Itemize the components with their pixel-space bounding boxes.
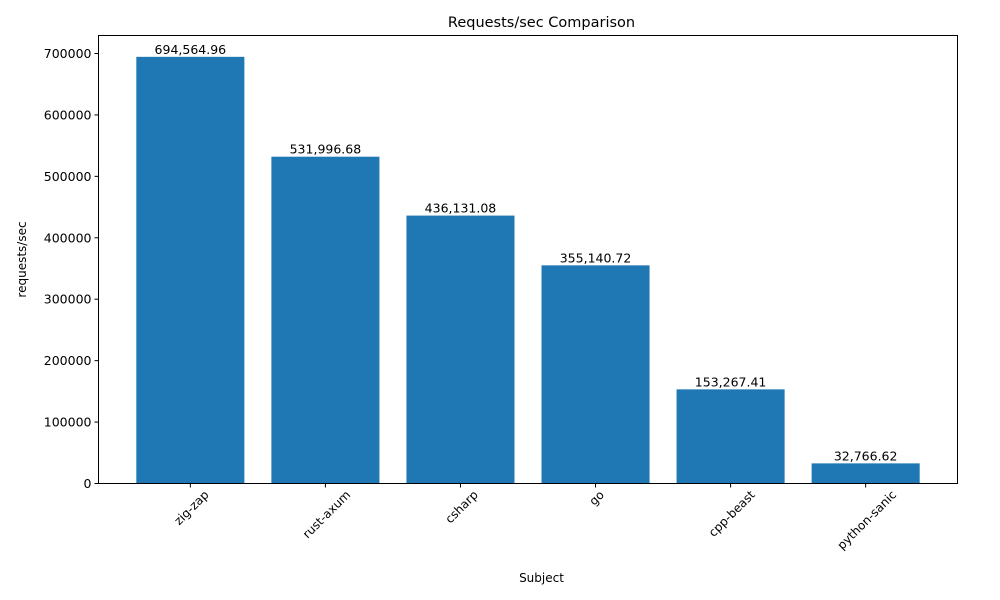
x-tick-label: zig-zap bbox=[171, 488, 211, 528]
bar-rust-axum bbox=[271, 156, 380, 484]
bar-zig-zap bbox=[136, 56, 245, 484]
y-tick-label: 300000 bbox=[44, 292, 92, 307]
x-tick-label: cpp-beast bbox=[706, 488, 758, 540]
data-label: 531,996.68 bbox=[290, 142, 362, 157]
data-label: 32,766.62 bbox=[834, 448, 898, 463]
bar-cpp-beast bbox=[676, 389, 785, 484]
bar-csharp bbox=[406, 215, 515, 484]
x-tick-label: csharp bbox=[442, 488, 480, 526]
y-tick-label: 0 bbox=[84, 476, 92, 491]
bar-python-sanic bbox=[811, 463, 920, 484]
y-tick-label: 400000 bbox=[44, 230, 92, 245]
y-tick-label: 100000 bbox=[44, 415, 92, 430]
x-tick-label: go bbox=[586, 488, 606, 508]
x-axis-label: Subject bbox=[519, 571, 564, 585]
y-axis-label: requests/sec bbox=[15, 221, 29, 297]
y-tick-label: 600000 bbox=[44, 107, 92, 122]
data-label: 355,140.72 bbox=[560, 250, 632, 265]
x-tick-label: python-sanic bbox=[834, 488, 899, 553]
data-label: 694,564.96 bbox=[155, 42, 227, 57]
data-label: 153,267.41 bbox=[695, 374, 767, 389]
chart-title: Requests/sec Comparison bbox=[448, 15, 635, 31]
plot-frame bbox=[98, 35, 958, 484]
y-tick-label: 200000 bbox=[44, 353, 92, 368]
data-label: 436,131.08 bbox=[425, 201, 497, 216]
x-tick-label: rust-axum bbox=[300, 488, 353, 541]
y-tick-label: 500000 bbox=[44, 169, 92, 184]
bar-go bbox=[541, 265, 650, 484]
y-tick-label: 700000 bbox=[44, 46, 92, 61]
